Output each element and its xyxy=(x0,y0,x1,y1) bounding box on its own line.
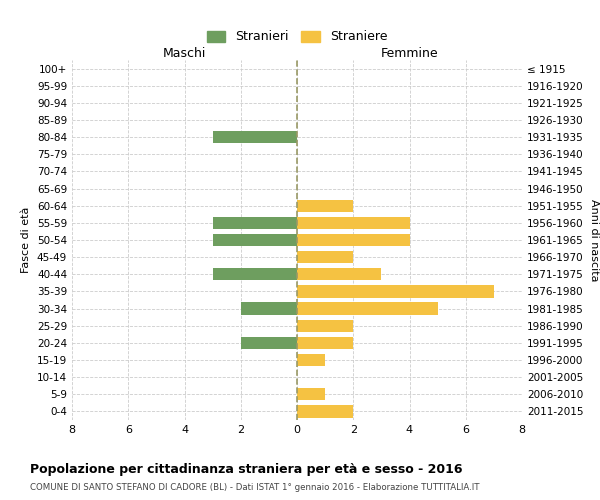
Bar xyxy=(212,131,297,143)
Y-axis label: Fasce di età: Fasce di età xyxy=(22,207,31,273)
Bar xyxy=(241,302,297,314)
Text: COMUNE DI SANTO STEFANO DI CADORE (BL) - Dati ISTAT 1° gennaio 2016 - Elaborazio: COMUNE DI SANTO STEFANO DI CADORE (BL) -… xyxy=(30,484,479,492)
Bar xyxy=(297,200,353,212)
Bar xyxy=(212,268,297,280)
Bar xyxy=(297,251,353,264)
Y-axis label: Anni di nascita: Anni di nascita xyxy=(589,198,599,281)
Bar xyxy=(297,354,325,366)
Bar xyxy=(297,388,325,400)
Bar xyxy=(212,234,297,246)
Bar xyxy=(297,336,353,349)
Bar xyxy=(297,302,437,314)
Bar xyxy=(297,320,353,332)
Bar xyxy=(297,268,382,280)
Bar xyxy=(212,216,297,229)
Bar xyxy=(297,216,409,229)
Text: Femmine: Femmine xyxy=(380,47,439,60)
Bar xyxy=(297,234,409,246)
Text: Maschi: Maschi xyxy=(163,47,206,60)
Text: Popolazione per cittadinanza straniera per età e sesso - 2016: Popolazione per cittadinanza straniera p… xyxy=(30,462,463,475)
Bar xyxy=(297,406,353,417)
Bar xyxy=(297,286,494,298)
Bar xyxy=(241,336,297,349)
Legend: Stranieri, Straniere: Stranieri, Straniere xyxy=(203,26,391,47)
